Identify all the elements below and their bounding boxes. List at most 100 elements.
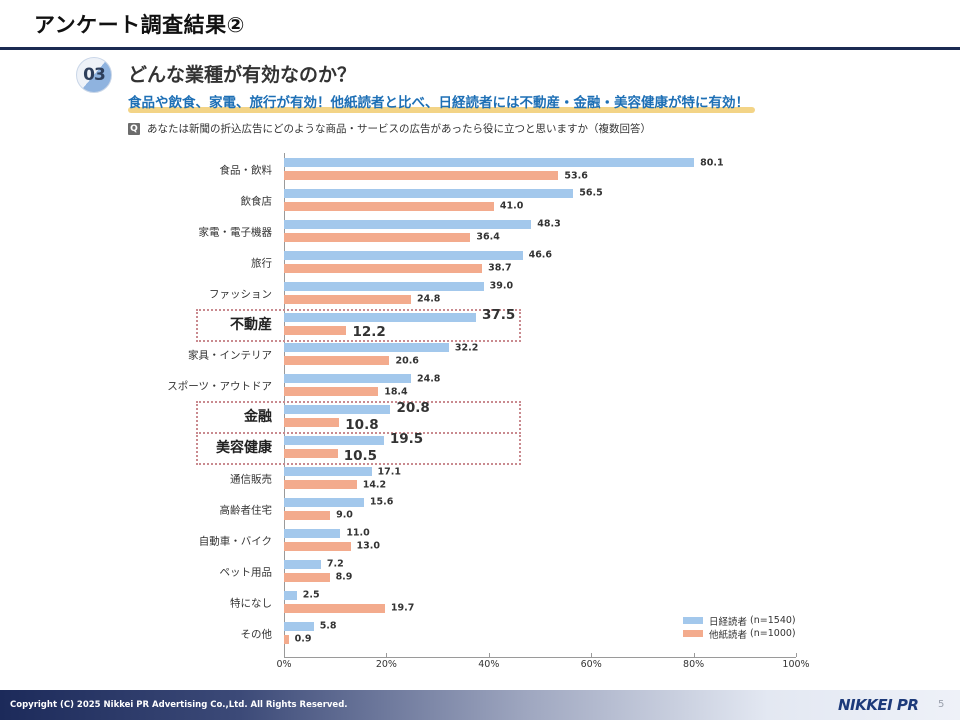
bar-other: [284, 232, 471, 242]
category-label: ペット用品: [219, 566, 273, 579]
legend: 日経読者 (n=1540) 他紙読者 (n=1000): [683, 614, 796, 641]
value-label-other: 53.6: [564, 170, 588, 181]
bar-other: [284, 541, 351, 551]
bar-other: [284, 294, 411, 304]
x-axis-line: [284, 657, 796, 658]
value-label-nikkei: 37.5: [482, 307, 516, 323]
x-tick-label: 20%: [375, 659, 397, 670]
legend-n-nikkei: (n=1540): [750, 615, 796, 626]
title-divider: [0, 47, 960, 50]
bar-nikkei: [284, 343, 449, 353]
footer: Copyright (C) 2025 Nikkei PR Advertising…: [0, 690, 960, 720]
x-tick-label: 100%: [782, 659, 810, 670]
bar-other: [284, 356, 390, 366]
value-label-other: 12.2: [352, 324, 386, 340]
value-label-other: 14.2: [362, 479, 387, 490]
bar-nikkei: [284, 158, 695, 167]
bar-nikkei: [284, 590, 297, 600]
value-label-nikkei: 11.0: [346, 527, 370, 539]
legend-n-other: (n=1000): [750, 628, 796, 639]
value-label-other: 38.7: [488, 262, 512, 274]
bar-nikkei: [284, 312, 476, 322]
bar-nikkei: [284, 250, 523, 260]
bar-nikkei: [284, 497, 364, 507]
bar-other: [284, 449, 338, 459]
legend-swatch-nikkei: [683, 617, 703, 624]
value-label-nikkei: 48.3: [537, 218, 561, 230]
value-label-nikkei: 15.6: [369, 496, 394, 508]
x-tick: [591, 653, 593, 657]
value-label-other: 10.8: [345, 416, 379, 433]
bar-nikkei: [284, 405, 391, 415]
category-label: 特になし: [230, 597, 272, 610]
bar-other: [284, 572, 330, 582]
category-label: ファッション: [209, 288, 272, 301]
value-label-nikkei: 39.0: [489, 280, 514, 292]
x-tick: [488, 653, 490, 657]
copyright: Copyright (C) 2025 Nikkei PR Advertising…: [10, 700, 348, 710]
bar-other: [284, 418, 340, 428]
value-label-other: 19.7: [390, 602, 415, 614]
category-label: スポーツ・アウトドア: [167, 380, 272, 393]
value-label-nikkei: 20.8: [396, 399, 430, 416]
headline: どんな業種が有効なのか？: [128, 64, 357, 86]
survey-question: Q あなたは新聞の折込広告にどのような商品・サービスの広告があったら役に立つと思…: [128, 121, 651, 136]
bar-nikkei: [284, 621, 314, 631]
x-tick: [386, 653, 388, 657]
bar-other: [284, 480, 357, 489]
bar-other: [284, 387, 379, 397]
x-tick-label: 80%: [683, 659, 705, 670]
value-label-nikkei: 80.1: [700, 157, 724, 168]
question-icon: Q: [128, 122, 140, 135]
category-label: 高齢者住宅: [219, 504, 273, 517]
value-label-other: 24.8: [416, 293, 441, 305]
x-tick: [284, 653, 285, 657]
value-label-other: 9.0: [336, 509, 353, 521]
category-label: 自動車・バイク: [198, 535, 272, 548]
value-label-nikkei: 2.5: [302, 589, 320, 601]
subline-block: 食品や飲食、家電、旅行が有効！他紙読者と比べ、日経読者には不動産・金融・美容健康…: [128, 91, 755, 113]
bar-nikkei: [284, 188, 574, 198]
value-label-nikkei: 32.2: [454, 342, 479, 354]
bar-nikkei: [284, 467, 372, 476]
highlight-box: [196, 308, 521, 342]
legend-item-other: 他紙読者 (n=1000): [683, 627, 796, 641]
bar-other: [284, 325, 347, 335]
value-label-other: 41.0: [499, 200, 524, 212]
value-label-other: 0.9: [294, 633, 312, 645]
x-tick: [796, 653, 797, 657]
bar-nikkei: [284, 528, 341, 538]
bar-nikkei: [284, 374, 411, 384]
value-label-other: 18.4: [384, 386, 408, 398]
x-tick: [693, 653, 695, 657]
value-label-nikkei: 17.1: [377, 466, 401, 477]
value-label-nikkei: 7.2: [326, 558, 344, 570]
category-label: 家具・インテリア: [188, 349, 272, 362]
brand-logo: NIKKEI PR: [838, 696, 919, 714]
value-label-nikkei: 19.5: [389, 430, 424, 447]
bar-nikkei: [284, 559, 321, 569]
bar-nikkei: [284, 436, 384, 446]
subline-highlight: [128, 107, 755, 113]
x-tick-label: 0%: [276, 659, 292, 670]
highlight-box: [196, 432, 521, 466]
category-label: 家電・電子機器: [198, 226, 273, 239]
bar-other: [284, 510, 331, 520]
value-label-other: 13.0: [356, 540, 380, 552]
category-label: その他: [240, 628, 273, 640]
legend-swatch-other: [683, 630, 703, 637]
x-tick-label: 60%: [580, 659, 602, 670]
category-label: 飲食店: [240, 195, 273, 208]
bar-nikkei: [284, 281, 484, 291]
value-label-other: 36.4: [476, 231, 500, 243]
value-label-nikkei: 46.6: [528, 249, 553, 261]
bar-other: [284, 171, 559, 180]
bar-other: [284, 634, 289, 644]
question-text: あなたは新聞の折込広告にどのような商品・サービスの広告があったら役に立つと思いま…: [147, 123, 651, 135]
legend-item-nikkei: 日経読者 (n=1540): [683, 614, 796, 628]
bar-other: [284, 201, 494, 211]
bar-nikkei: [284, 219, 532, 229]
value-label-other: 10.5: [343, 447, 378, 464]
x-tick-label: 40%: [478, 659, 500, 670]
legend-label-other: 他紙読者: [709, 629, 748, 641]
